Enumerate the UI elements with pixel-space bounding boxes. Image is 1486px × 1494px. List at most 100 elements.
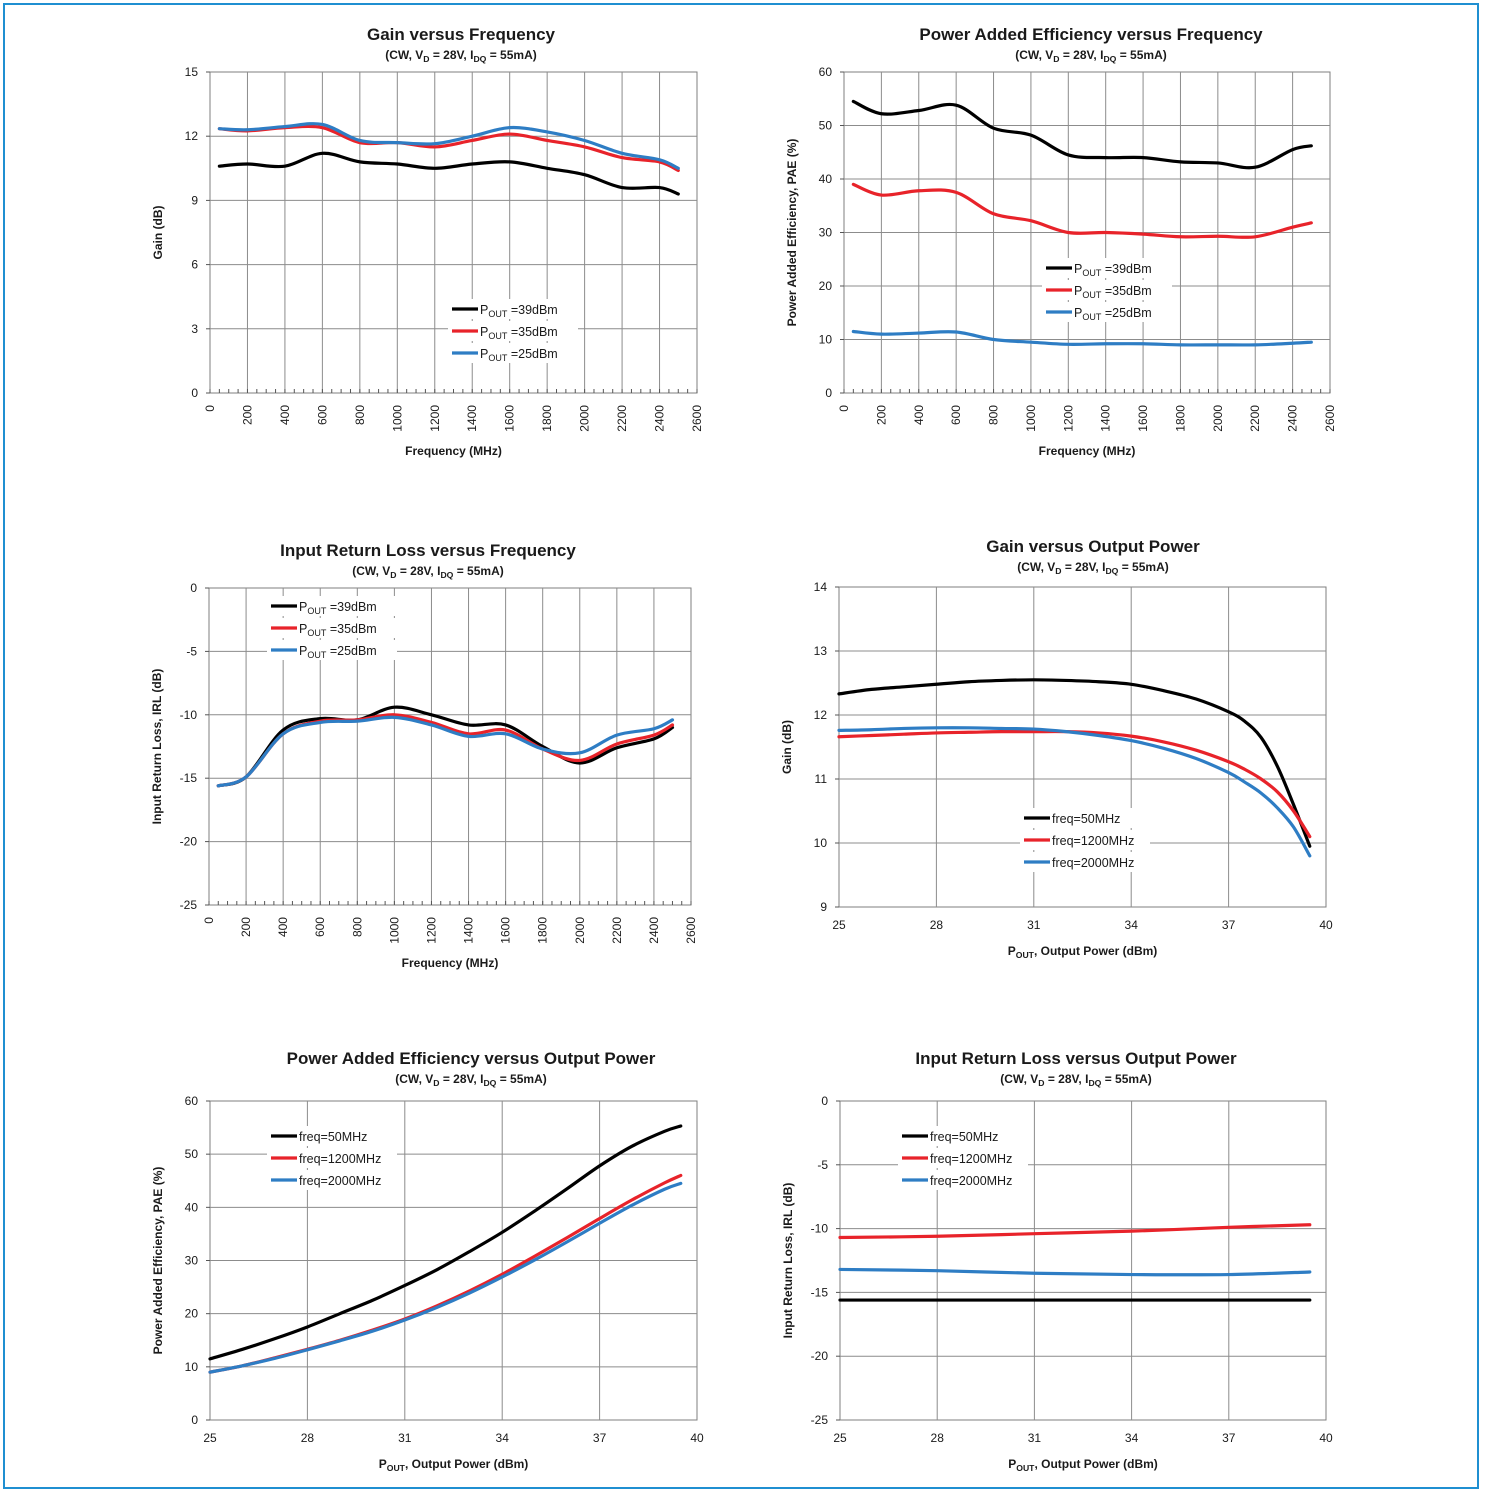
series-line-3 (837, 726, 1312, 858)
x-tick-label: 28 (301, 1431, 315, 1445)
x-tick-label: 1600 (499, 917, 513, 944)
gain-vs-freq-chart: Gain versus Frequency (CW, VD​ = 28V, IDQ… (151, 25, 704, 458)
y-tick-label: 20 (819, 279, 833, 293)
legend-label: freq=1200MHz (930, 1152, 1012, 1166)
x-tick-label: 1200 (424, 917, 438, 944)
y-tick-label: 12 (814, 708, 828, 722)
x-tick-label: 2000 (578, 405, 592, 432)
x-tick-label: 40 (1319, 918, 1333, 932)
x-tick-label: 25 (832, 918, 846, 932)
x-axis-title: POUT​, Output Power (dBm) (379, 1457, 529, 1473)
gain-vs-pout-chart: Gain versus Output Power (CW, VD​ = 28V, … (780, 537, 1333, 960)
x-tick-label: 37 (593, 1431, 607, 1445)
x-tick-label: 2200 (1248, 405, 1262, 432)
chart-subtitle: (CW, VD​ = 28V, IDQ​ = 55mA) (352, 564, 503, 580)
x-tick-label: 2400 (653, 405, 667, 432)
legend-label: freq=2000MHz (930, 1174, 1012, 1188)
legend-bg (1042, 280, 1172, 300)
legend-label: freq=1200MHz (1052, 834, 1134, 848)
legend-bg (267, 1170, 397, 1190)
legend-bg (1020, 830, 1150, 850)
legend-label: POUT​ =25dBm (1074, 306, 1152, 322)
x-tick-label: 2400 (1286, 405, 1300, 432)
x-tick-label: 1800 (536, 917, 550, 944)
x-tick-label: 200 (874, 405, 888, 425)
x-tick-label: 200 (239, 917, 253, 937)
series-line-3 (217, 122, 680, 170)
x-tick-label: 1800 (540, 405, 554, 432)
y-tick-label: 0 (191, 1413, 198, 1427)
legend: freq=50MHz freq=1200MHz freq=2000MHz (1020, 808, 1150, 872)
x-tick-label: 40 (1319, 1431, 1333, 1445)
chart-title: Gain versus Output Power (986, 537, 1200, 556)
legend-bg (1020, 852, 1150, 872)
chart-subtitle: (CW, VD​ = 28V, IDQ​ = 55mA) (385, 48, 536, 64)
legend-bg (898, 1126, 1028, 1146)
legend-bg (448, 299, 578, 319)
y-tick-label: 9 (191, 193, 198, 207)
legend-label: POUT​ =25dBm (480, 347, 558, 363)
y-tick-label: 11 (815, 772, 828, 786)
x-tick-label: 400 (276, 917, 290, 937)
y-axis-title: Input Return Loss, IRL (dB) (150, 669, 164, 825)
y-tick-label: 10 (185, 1360, 199, 1374)
y-tick-label: 0 (821, 1094, 828, 1108)
x-tick-label: 25 (203, 1431, 217, 1445)
legend-bg (1020, 808, 1150, 828)
x-tick-label: 1600 (503, 405, 517, 432)
legend-label: freq=2000MHz (1052, 856, 1134, 870)
series-line-1 (208, 1124, 683, 1361)
y-axis-title: Power Added Efficiency, PAE (%) (785, 139, 799, 327)
legend-bg (267, 618, 397, 638)
x-tick-label: 1400 (1099, 405, 1113, 432)
y-tick-label: 60 (819, 65, 833, 79)
legend-label: freq=50MHz (1052, 812, 1120, 826)
legend: freq=50MHz freq=1200MHz freq=2000MHz (267, 1126, 397, 1190)
series-line-1 (217, 151, 680, 196)
series-line-1 (851, 99, 1313, 170)
x-tick-label: 0 (202, 917, 216, 924)
chart-subtitle: (CW, VD​ = 28V, IDQ​ = 55mA) (1017, 560, 1168, 576)
x-tick-label: 2000 (573, 917, 587, 944)
x-axis-title: Frequency (MHz) (405, 444, 502, 458)
legend-bg (448, 321, 578, 341)
chart-subtitle: (CW, VD​ = 28V, IDQ​ = 55mA) (1015, 48, 1166, 64)
y-tick-label: -5 (186, 644, 197, 658)
legend-label: POUT​ =25dBm (299, 644, 377, 660)
x-tick-label: 37 (1222, 918, 1236, 932)
x-axis-title: POUT​, Output Power (dBm) (1008, 944, 1158, 960)
y-tick-label: 60 (185, 1094, 199, 1108)
y-tick-label: 12 (185, 129, 199, 143)
y-tick-label: 9 (820, 900, 827, 914)
y-axis-title: Gain (dB) (780, 720, 794, 774)
y-tick-label: 40 (819, 172, 833, 186)
x-tick-label: 1200 (1061, 405, 1075, 432)
legend-bg (267, 640, 397, 660)
series-line-2 (851, 182, 1313, 239)
y-tick-label: 10 (819, 333, 833, 347)
y-tick-label: 0 (190, 581, 197, 595)
x-tick-label: 28 (931, 1431, 945, 1445)
y-tick-label: 14 (814, 580, 828, 594)
x-tick-label: 800 (350, 917, 364, 937)
legend-bg (1042, 302, 1172, 322)
y-tick-label: 50 (819, 119, 833, 133)
legend-label: POUT​ =39dBm (1074, 262, 1152, 278)
legend-bg (898, 1170, 1028, 1190)
legend-label: freq=1200MHz (299, 1152, 381, 1166)
x-tick-label: 2000 (1211, 405, 1225, 432)
x-tick-label: 600 (315, 405, 329, 425)
y-tick-label: -25 (180, 898, 198, 912)
legend-bg (898, 1148, 1028, 1168)
x-tick-label: 0 (837, 405, 851, 412)
x-tick-label: 400 (278, 405, 292, 425)
x-tick-label: 200 (240, 405, 254, 425)
y-axis-title: Gain (dB) (151, 206, 165, 260)
y-tick-label: 20 (185, 1307, 199, 1321)
x-tick-label: 37 (1222, 1431, 1236, 1445)
irl-vs-freq-chart: Input Return Loss versus Frequency (CW, V… (150, 541, 698, 970)
irl-vs-pout-chart: Input Return Loss versus Output Power (CW… (781, 1049, 1333, 1473)
legend-label: POUT​ =35dBm (299, 622, 377, 638)
chart-title: Input Return Loss versus Output Power (915, 1049, 1237, 1068)
